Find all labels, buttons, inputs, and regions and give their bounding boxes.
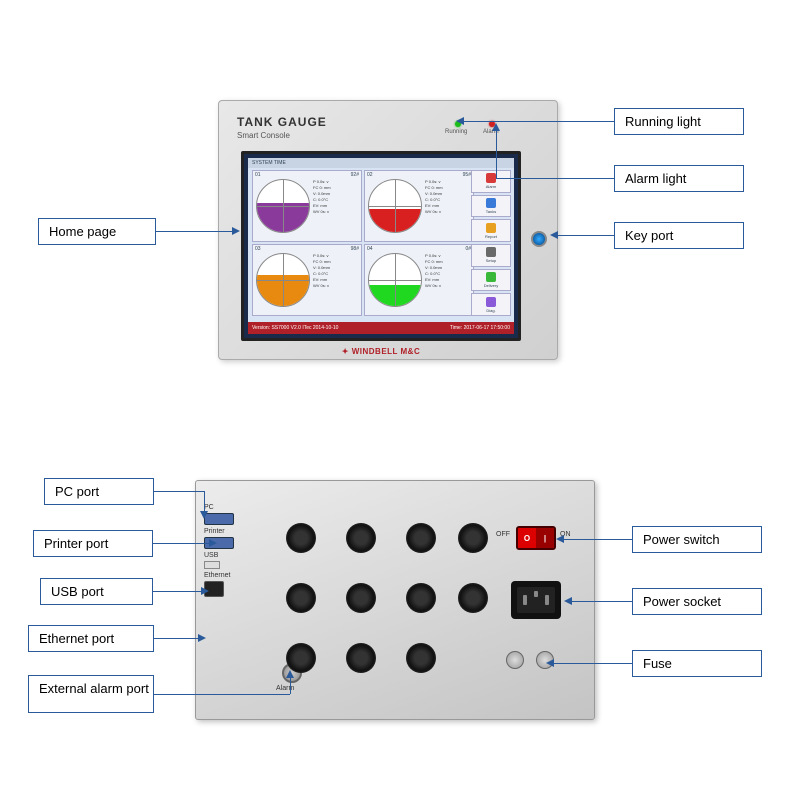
label-printer-port: Printer port bbox=[33, 530, 153, 557]
pc-label: PC bbox=[204, 504, 264, 511]
screen-side-button[interactable]: Diag. bbox=[471, 293, 511, 316]
arrowhead bbox=[550, 231, 558, 239]
printer-label: Printer bbox=[204, 528, 264, 535]
arrow bbox=[204, 491, 205, 513]
power-socket bbox=[511, 581, 561, 619]
port-panel: PC Printer USB Ethernet bbox=[204, 501, 264, 691]
gauge-grid: 0192#P 0.0s: vFC 0: mmV: 0.0mmC: 0.0°CEV… bbox=[252, 170, 474, 316]
arrow bbox=[290, 676, 291, 694]
arrowhead bbox=[198, 634, 206, 642]
fuse-holder bbox=[506, 651, 524, 669]
usb-label: USB bbox=[204, 552, 264, 559]
arrow bbox=[552, 663, 632, 664]
arrowhead bbox=[286, 670, 294, 678]
pc-port bbox=[204, 513, 234, 525]
arrow bbox=[154, 694, 290, 695]
arrowhead bbox=[456, 117, 464, 125]
screen: SYSTEM TIME 0192#P 0.0s: vFC 0: mmV: 0.0… bbox=[241, 151, 521, 341]
label-usb-port: USB port bbox=[40, 578, 153, 605]
label-fuse: Fuse bbox=[632, 650, 762, 677]
arrow bbox=[153, 543, 213, 544]
gauge-cell: 0192#P 0.0s: vFC 0: mmV: 0.0mmC: 0.0°CEV… bbox=[252, 170, 362, 242]
label-home-page: Home page bbox=[38, 218, 156, 245]
cable-grommet bbox=[346, 583, 376, 613]
cable-grommet bbox=[346, 643, 376, 673]
screen-side-button[interactable]: Report bbox=[471, 219, 511, 242]
label-external-alarm: External alarm port bbox=[28, 675, 154, 713]
screen-side-button[interactable]: Delivery bbox=[471, 269, 511, 292]
cable-grommet bbox=[286, 583, 316, 613]
footer-version: Version: SS7000 V2.0 ITec 2014-10-10 bbox=[252, 325, 338, 331]
screen-side-button[interactable]: Alarm bbox=[471, 170, 511, 193]
brand: ✦ WINDBELL M&C bbox=[244, 347, 518, 356]
screen-footer: Version: SS7000 V2.0 ITec 2014-10-10 Tim… bbox=[248, 322, 514, 334]
arrowhead bbox=[564, 597, 572, 605]
ethernet-label: Ethernet bbox=[204, 572, 264, 579]
cable-grommet bbox=[406, 523, 436, 553]
screen-side-button[interactable]: Setup bbox=[471, 244, 511, 267]
cable-grommet bbox=[458, 523, 488, 553]
usb-port bbox=[204, 561, 220, 569]
cable-grommet bbox=[286, 643, 316, 673]
label-pc-port: PC port bbox=[44, 478, 154, 505]
key-port bbox=[531, 231, 547, 247]
label-ethernet-port: Ethernet port bbox=[28, 625, 154, 652]
arrowhead bbox=[492, 123, 500, 131]
screen-header: SYSTEM TIME bbox=[248, 158, 514, 168]
device-front-panel: TANK GAUGE Smart Console Running Alarm S… bbox=[218, 100, 558, 360]
device-subtitle: Smart Console bbox=[237, 131, 290, 140]
power-switch[interactable]: O| bbox=[516, 526, 556, 550]
arrow bbox=[154, 638, 202, 639]
arrowhead bbox=[209, 539, 217, 547]
gauge-cell: 040#P 0.0s: vFC 0: mmV: 0.0mmC: 0.0°CEV:… bbox=[364, 244, 474, 316]
arrow bbox=[462, 121, 614, 122]
off-label: OFF bbox=[496, 531, 510, 538]
arrow bbox=[562, 539, 632, 540]
alarm-label: Alarm bbox=[276, 685, 294, 692]
arrowhead bbox=[201, 587, 209, 595]
arrow bbox=[556, 235, 614, 236]
running-light-label: Running bbox=[445, 129, 467, 135]
cable-grommet bbox=[458, 583, 488, 613]
footer-time: Time: 2017-06-17 17:50:00 bbox=[450, 325, 510, 331]
arrowhead bbox=[232, 227, 240, 235]
arrow bbox=[154, 491, 204, 492]
label-power-socket: Power socket bbox=[632, 588, 762, 615]
gauge-cell: 0398#P 0.0s: vFC 0: mmV: 0.0mmC: 0.0°CEV… bbox=[252, 244, 362, 316]
cable-grommet bbox=[346, 523, 376, 553]
cable-grommet bbox=[406, 583, 436, 613]
label-power-switch: Power switch bbox=[632, 526, 762, 553]
device-back-panel: PC Printer USB Ethernet Alarm OFF ON O| bbox=[195, 480, 595, 720]
cable-grommet bbox=[286, 523, 316, 553]
arrowhead bbox=[556, 535, 564, 543]
arrow bbox=[570, 601, 632, 602]
label-key-port: Key port bbox=[614, 222, 744, 249]
screen-side-button[interactable]: Tanks bbox=[471, 195, 511, 218]
label-alarm-light: Alarm light bbox=[614, 165, 744, 192]
cable-grommet bbox=[406, 643, 436, 673]
label-running-light: Running light bbox=[614, 108, 744, 135]
screen-sidebar: AlarmTanksReportSetupDeliveryDiag. bbox=[471, 170, 511, 316]
arrowhead bbox=[546, 659, 554, 667]
device-title: TANK GAUGE bbox=[237, 115, 327, 129]
arrowhead bbox=[200, 511, 208, 519]
arrow bbox=[153, 591, 205, 592]
arrow bbox=[156, 231, 236, 232]
arrow bbox=[496, 128, 497, 178]
gauge-cell: 0295#P 0.0s: vFC 0: mmV: 0.0mmC: 0.0°CEV… bbox=[364, 170, 474, 242]
arrow bbox=[496, 178, 614, 179]
